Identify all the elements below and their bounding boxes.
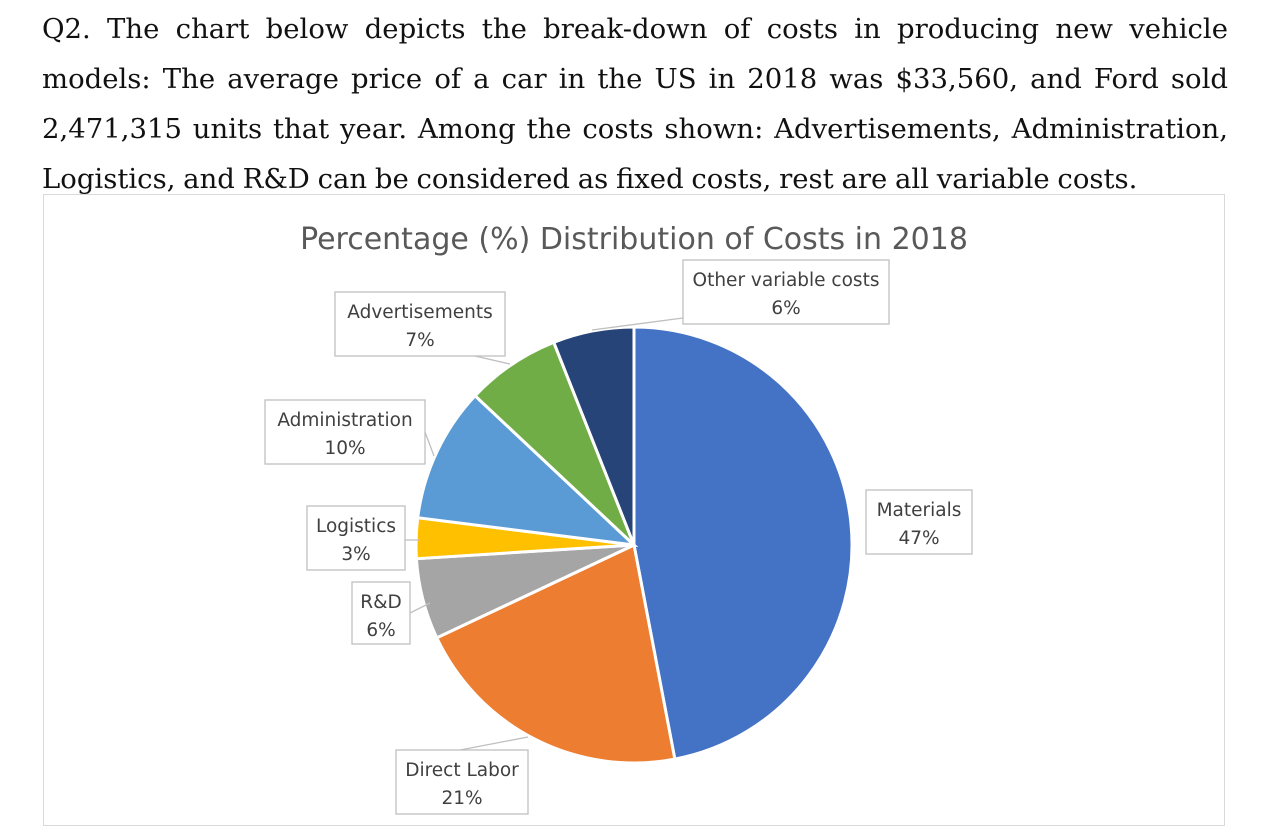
slice-label-direct-labor: Direct Labor xyxy=(405,760,519,781)
label-box-direct-labor xyxy=(395,749,529,815)
pie-slice-other-variable-costs xyxy=(551,325,636,546)
leader-line-direct-labor xyxy=(459,736,529,751)
pie-slices xyxy=(414,325,854,765)
leader-line-advertisements xyxy=(474,355,511,365)
pie-slice-administration xyxy=(416,393,639,548)
data-labels: Materials 47% Direct Labor 21% R&D 6% Logistic… xyxy=(264,259,973,815)
slice-value-direct-labor: 21% xyxy=(441,788,482,809)
label-box-administration xyxy=(264,399,426,465)
chart-title: Percentage (%) Distribution of Costs in … xyxy=(300,222,968,257)
pie-slice-direct-labor xyxy=(434,542,677,765)
leader-line-administration xyxy=(424,431,435,457)
label-box-materials xyxy=(865,489,973,555)
slice-value-administration: 10% xyxy=(324,438,365,459)
slice-label-advertisements: Advertisements xyxy=(347,302,492,323)
label-box-advertisements xyxy=(334,291,506,357)
label-box-randd xyxy=(351,581,411,645)
slice-value-materials: 47% xyxy=(898,528,939,549)
label-box-other-variable-costs xyxy=(682,259,890,325)
slice-label-other-variable-costs: Other variable costs xyxy=(693,270,880,291)
slice-label-randd: R&D xyxy=(360,592,402,613)
slice-label-administration: Administration xyxy=(277,410,412,431)
leader-line-other-variable-costs xyxy=(591,317,684,331)
slice-value-randd: 6% xyxy=(366,620,395,641)
label-box-logistics xyxy=(306,505,406,571)
pie-slice-materials xyxy=(632,325,854,761)
slice-label-logistics: Logistics xyxy=(316,516,396,537)
slice-label-materials: Materials xyxy=(877,500,962,521)
slice-value-logistics: 3% xyxy=(341,544,370,565)
leader-line-randd xyxy=(409,602,431,614)
slice-value-advertisements: 7% xyxy=(405,330,434,351)
label-leader-lines xyxy=(405,317,684,751)
question-text: Q2. The chart below depicts the break-do… xyxy=(42,13,1228,195)
slice-value-other-variable-costs: 6% xyxy=(771,298,800,319)
